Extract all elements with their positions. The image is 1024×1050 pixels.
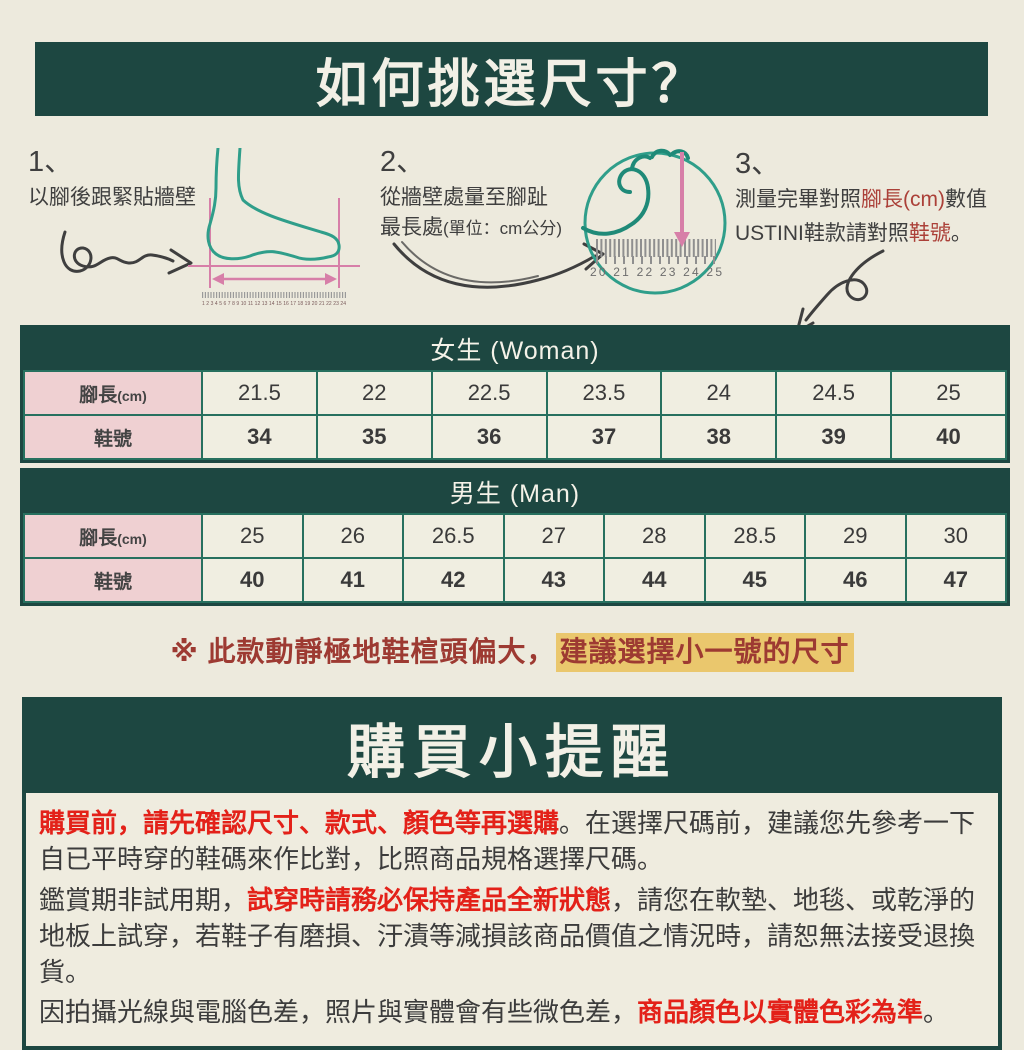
- man-table-title: 男生 (Man): [23, 471, 1007, 513]
- table-cell: 25: [890, 370, 1007, 416]
- shoe-size-red-text: 鞋號: [908, 222, 951, 246]
- table-cell: 29: [804, 513, 907, 559]
- foot-ruler-numbers: 1 2 3 4 5 6 7 8 9 10 11 12 13 14 15 16 1…: [202, 301, 346, 307]
- step-3-text-line1: 測量完畢對照腳長(cm)數值: [735, 188, 987, 211]
- step-1-number: 1、: [28, 146, 74, 178]
- table-cell: 47: [904, 557, 1007, 603]
- step-1-text: 以腳後跟緊貼牆壁: [28, 186, 196, 209]
- foot-side-measure-illustration: 1 2 3 4 5 6 7 8 9 10 11 12 13 14 15 16 1…: [188, 148, 360, 308]
- reminder-paragraph-2: 鑑賞期非試用期，試穿時請務必保持產品全新狀態，請您在軟墊、地毯、或乾淨的地板上試…: [39, 884, 976, 987]
- woman-size-table: 女生 (Woman) 腳長(cm) 21.5 22 22.5 23.5 24 2…: [20, 325, 1010, 463]
- table-cell: 38: [660, 414, 778, 460]
- step-3: 3、 測量完畢對照腳長(cm)數值 USTINI鞋款請對照鞋號。: [735, 150, 987, 250]
- table-cell: 43: [502, 557, 605, 603]
- table-cell: 35: [315, 414, 433, 460]
- curl-down-arrow-icon: [775, 243, 905, 333]
- step-2: 2、 從牆壁處量至腳趾 最長處(單位：cm公分): [380, 148, 562, 244]
- sizing-note-prefix: ※ 此款動靜極地鞋楦頭偏大，: [170, 636, 556, 667]
- table-cell: 23.5: [545, 370, 663, 416]
- step-3-text-line2: USTINI鞋款請對照鞋號。: [735, 222, 972, 246]
- table-cell: 46: [804, 557, 907, 603]
- sizing-note: ※ 此款動靜極地鞋楦頭偏大， 建議選擇小一號的尺寸: [0, 630, 1024, 672]
- table-cell: 40: [890, 414, 1007, 460]
- table-cell: 22.5: [430, 370, 548, 416]
- woman-table-title: 女生 (Woman): [23, 328, 1007, 370]
- table-cell: 24.5: [775, 370, 893, 416]
- page-title: 如何挑選尺寸？: [315, 55, 708, 114]
- woman-foot-length-row: 腳長(cm) 21.5 22 22.5 23.5 24 24.5 25: [23, 370, 1007, 416]
- table-cell: 36: [430, 414, 548, 460]
- table-cell: 34: [201, 414, 318, 460]
- sizing-note-highlight: 建議選擇小一號的尺寸: [555, 633, 854, 672]
- row-label-foot-length: 腳長(cm): [23, 513, 203, 559]
- purchase-reminder-body: 購買前，請先確認尺寸、款式、顏色等再選購。在選擇尺碼前，建議您先參考一下自已平時…: [26, 793, 998, 1046]
- step-2-text-line1: 從牆壁處量至腳趾: [380, 186, 548, 209]
- table-cell: 25: [201, 513, 304, 559]
- table-cell: 28.5: [703, 513, 806, 559]
- circle-ruler-numbers: 20 21 22 23 24 25: [590, 265, 722, 279]
- reminder-paragraph-1: 購買前，請先確認尺寸、款式、顏色等再選購。在選擇尺碼前，建議您先參考一下自已平時…: [39, 808, 976, 874]
- step-2-text-line2: 最長處(單位：cm公分): [380, 216, 562, 240]
- table-cell: 26: [301, 513, 404, 559]
- row-label-shoe-size: 鞋號: [23, 414, 203, 460]
- table-cell: 44: [603, 557, 706, 603]
- table-cell: 24: [660, 370, 778, 416]
- row-label-shoe-size: 鞋號: [23, 557, 203, 603]
- table-cell: 27: [502, 513, 605, 559]
- table-cell: 40: [201, 557, 304, 603]
- table-cell: 28: [603, 513, 706, 559]
- step-3-number: 3、: [735, 148, 781, 180]
- row-label-foot-length: 腳長(cm): [23, 370, 203, 416]
- page-title-banner: 如何挑選尺寸？: [35, 42, 988, 116]
- table-cell: 37: [545, 414, 663, 460]
- man-size-grid: 腳長(cm) 25 26 26.5 27 28 28.5 29 30 鞋號 40…: [23, 513, 1007, 603]
- man-size-table: 男生 (Man) 腳長(cm) 25 26 26.5 27 28 28.5 29…: [20, 468, 1010, 606]
- woman-shoe-size-row: 鞋號 34 35 36 37 38 39 40: [23, 414, 1007, 460]
- purchase-reminder-title: 購買小提醒: [26, 701, 998, 793]
- foot-length-red-text: 腳長(cm): [861, 188, 945, 211]
- purchase-reminder-box: 購買小提醒 購買前，請先確認尺寸、款式、顏色等再選購。在選擇尺碼前，建議您先參考…: [22, 697, 1002, 1050]
- table-cell: 45: [703, 557, 806, 603]
- man-shoe-size-row: 鞋號 40 41 42 43 44 45 46 47: [23, 557, 1007, 603]
- step-1: 1、 以腳後跟緊貼牆壁: [28, 148, 196, 213]
- table-cell: 39: [775, 414, 893, 460]
- step-2-unit-note: (單位：cm公分): [443, 219, 562, 239]
- table-cell: 26.5: [402, 513, 505, 559]
- table-cell: 42: [402, 557, 505, 603]
- reminder-paragraph-3: 因拍攝光線與電腦色差，照片與實體會有些微色差，商品顏色以實體色彩為準。: [39, 997, 950, 1028]
- table-cell: 30: [904, 513, 1007, 559]
- table-cell: 21.5: [201, 370, 318, 416]
- curly-arrow-icon: [55, 222, 205, 290]
- table-cell: 22: [315, 370, 433, 416]
- table-cell: 41: [301, 557, 404, 603]
- toe-ruler-circle-illustration: 20 21 22 23 24 25: [580, 148, 730, 298]
- step-2-number: 2、: [380, 146, 426, 178]
- man-foot-length-row: 腳長(cm) 25 26 26.5 27 28 28.5 29 30: [23, 513, 1007, 559]
- woman-size-grid: 腳長(cm) 21.5 22 22.5 23.5 24 24.5 25 鞋號 3…: [23, 370, 1007, 460]
